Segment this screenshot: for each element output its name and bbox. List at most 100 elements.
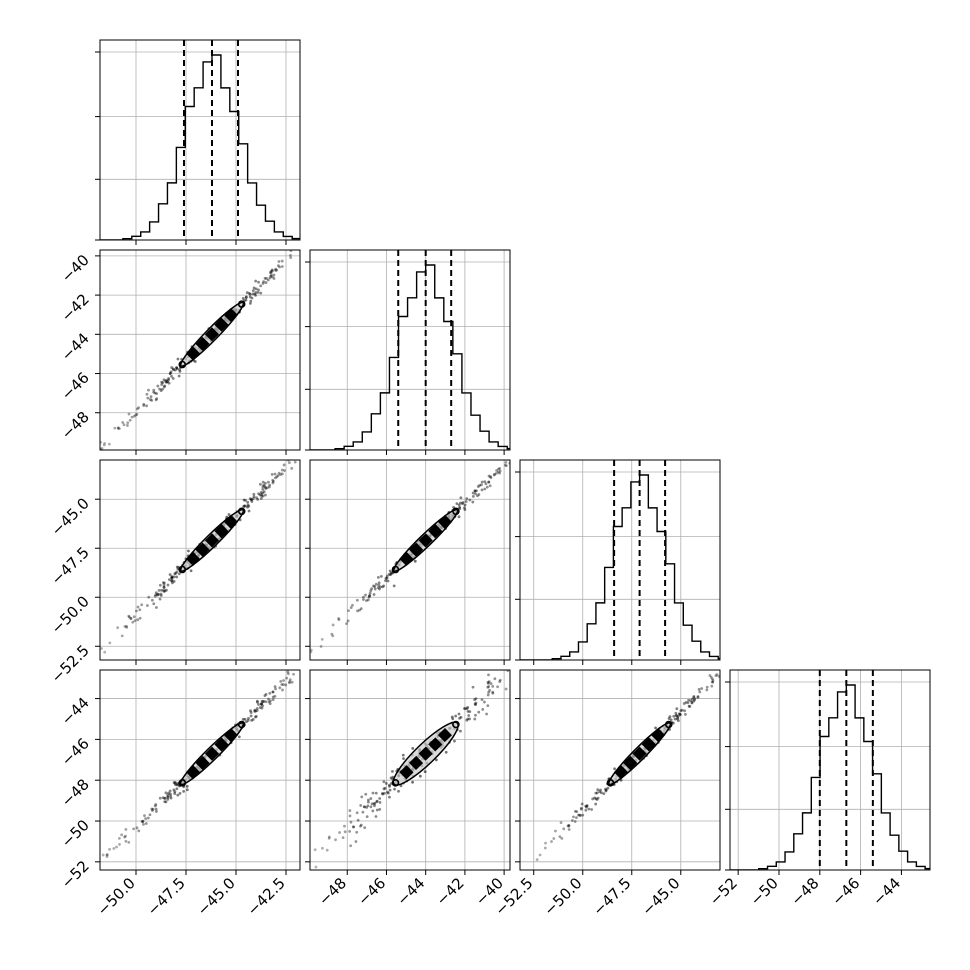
density-point <box>711 680 715 684</box>
axes-frame <box>309 669 511 871</box>
density-point <box>142 404 146 407</box>
density-point <box>170 579 174 583</box>
density-point <box>385 576 389 580</box>
density-point <box>555 413 558 416</box>
density-point <box>368 591 372 595</box>
density-point <box>513 450 516 453</box>
density-point <box>368 594 371 598</box>
density-point <box>172 580 176 583</box>
density-point <box>177 374 181 378</box>
density-point <box>566 824 570 828</box>
density-point <box>370 587 374 591</box>
density-point <box>133 619 137 623</box>
density-point <box>594 802 598 806</box>
density-point <box>248 292 252 296</box>
density-point <box>164 379 167 383</box>
density-point <box>281 673 284 676</box>
density-point <box>559 821 563 825</box>
density-point <box>459 501 462 505</box>
density-point <box>418 774 422 778</box>
density-point <box>476 494 479 498</box>
density-point <box>750 636 753 639</box>
density-point <box>498 467 502 470</box>
density-point <box>463 503 467 507</box>
density-point <box>349 844 353 848</box>
density-point <box>478 483 482 487</box>
density-point <box>304 661 307 664</box>
contour-marker-0 <box>391 779 400 787</box>
density-point <box>487 480 491 484</box>
density-point <box>288 678 292 682</box>
density-point <box>337 618 341 621</box>
density-point <box>278 686 282 690</box>
density-point <box>373 585 377 589</box>
density-point <box>165 588 168 592</box>
density-point <box>710 677 714 681</box>
density-point <box>257 492 261 496</box>
density-point <box>145 404 149 408</box>
density-point <box>271 478 275 482</box>
density-point <box>463 508 467 511</box>
density-point <box>175 570 179 574</box>
density-point <box>244 296 248 300</box>
density-point <box>253 709 257 713</box>
density-1-0 <box>100 250 300 450</box>
density-point <box>345 622 348 626</box>
axes-frame <box>309 249 511 451</box>
density-point <box>381 792 385 796</box>
density-point <box>168 573 172 576</box>
density-point <box>538 853 542 857</box>
density-point <box>168 371 172 375</box>
density-point <box>163 796 166 800</box>
density-point <box>145 392 149 396</box>
density-point <box>380 792 384 795</box>
density-point <box>91 660 94 663</box>
density-point <box>127 840 131 844</box>
density-point <box>488 484 492 488</box>
density-point <box>338 831 341 834</box>
density-point <box>182 789 186 793</box>
density-point <box>347 609 350 612</box>
density-point <box>471 491 475 495</box>
density-point <box>504 460 508 464</box>
density-point <box>696 696 700 699</box>
density-point <box>535 648 538 651</box>
density-point <box>143 814 146 818</box>
density-point <box>161 796 165 800</box>
density-point <box>112 847 116 850</box>
density-point <box>376 575 380 579</box>
density-point <box>489 476 493 480</box>
density-point <box>286 670 290 674</box>
density-point <box>167 377 170 380</box>
density-point <box>596 788 600 792</box>
density-point <box>355 830 359 834</box>
density-point <box>327 835 331 839</box>
density-point <box>393 787 396 791</box>
density-point <box>525 444 528 447</box>
density-point <box>259 497 263 500</box>
y-tick-label-2-2: −47.5 <box>48 543 93 588</box>
density-point <box>382 584 386 588</box>
density-point <box>242 498 246 502</box>
density-point <box>100 447 103 450</box>
density-point <box>252 286 256 290</box>
density-point <box>491 690 495 694</box>
density-point <box>541 429 544 432</box>
density-point <box>135 826 139 830</box>
density-point <box>727 672 730 675</box>
density-core <box>428 524 443 539</box>
density-point <box>378 801 382 804</box>
density-point <box>352 825 355 829</box>
density-point <box>277 471 281 475</box>
density-point <box>268 483 272 487</box>
density-point <box>115 845 118 849</box>
density-point <box>272 277 276 280</box>
density-point <box>150 598 154 602</box>
density-point <box>497 467 500 471</box>
density-point <box>688 705 692 708</box>
density-point <box>155 392 159 396</box>
density-point <box>363 826 367 830</box>
density-point <box>170 575 174 579</box>
density-point <box>117 427 121 431</box>
density-point <box>734 660 737 663</box>
